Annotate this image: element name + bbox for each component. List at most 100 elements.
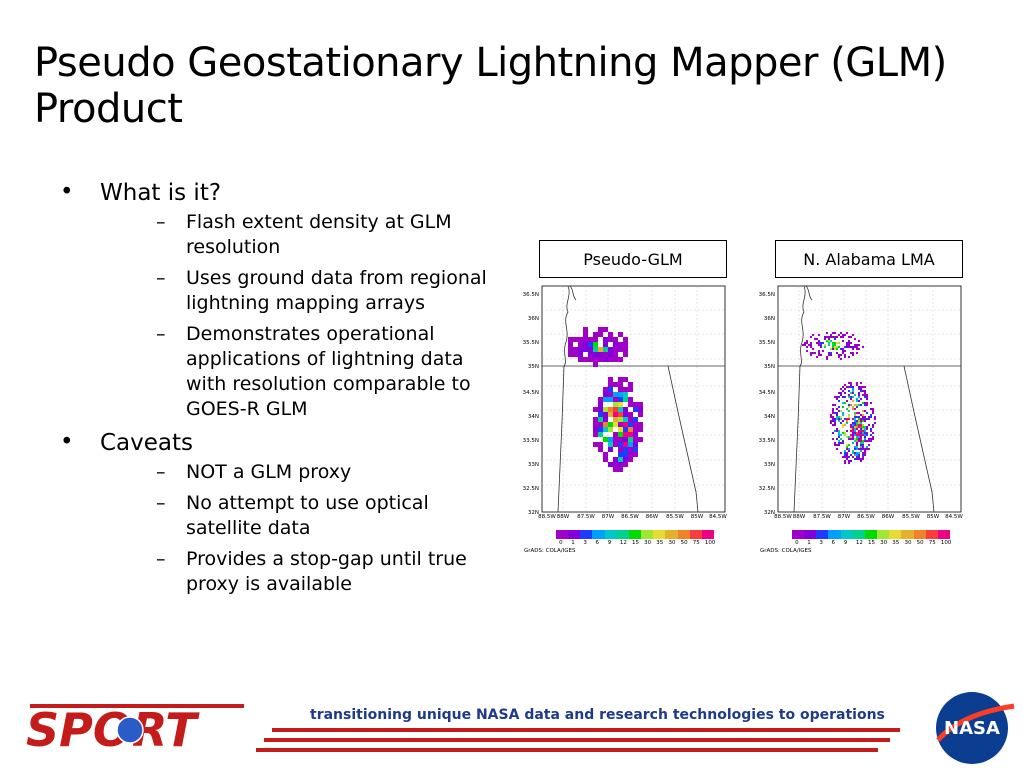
density-cell: [832, 420, 834, 422]
density-cell: [832, 412, 834, 414]
density-cell: [856, 458, 858, 460]
density-cell: [808, 344, 810, 346]
density-cell: [860, 438, 862, 440]
density-cell: [820, 342, 822, 344]
density-cell: [860, 418, 862, 420]
density-cell: [613, 337, 618, 342]
density-cell: [618, 467, 623, 472]
density-cell: [858, 400, 860, 402]
density-cell: [598, 402, 603, 407]
lon-tick-label: 85W: [691, 514, 704, 520]
density-cell: [836, 348, 838, 350]
density-cell: [618, 377, 623, 382]
density-cell: [578, 342, 583, 347]
density-cell: [846, 436, 848, 438]
density-cell: [862, 458, 864, 460]
density-cell: [868, 448, 870, 450]
density-cell: [826, 332, 828, 334]
colorbar-label: 100: [940, 540, 952, 546]
density-cell: [862, 442, 864, 444]
density-cell: [608, 437, 613, 442]
density-cell: [812, 352, 814, 354]
density-cell: [806, 346, 808, 348]
colorbar-label: 35: [656, 540, 664, 546]
density-cell: [836, 412, 838, 414]
density-cell: [618, 407, 623, 412]
sub-bullet: – Provides a stop-gap until true proxy is…: [100, 547, 500, 597]
density-cell: [840, 452, 842, 454]
density-cell: [618, 442, 623, 447]
density-cell: [844, 462, 846, 464]
density-cell: [848, 336, 850, 338]
density-cell: [852, 452, 854, 454]
density-cell: [854, 440, 856, 442]
density-cell: [872, 436, 874, 438]
density-cell: [848, 460, 850, 462]
density-cell: [628, 447, 633, 452]
density-cell: [854, 412, 856, 414]
bullet-dot-icon: •: [60, 179, 74, 205]
density-cell: [818, 340, 820, 342]
colorbar-swatch: [840, 530, 853, 539]
density-cell: [864, 440, 866, 442]
density-cell: [613, 407, 618, 412]
density-cell: [858, 426, 860, 428]
density-cell: [593, 407, 598, 412]
density-cell: [608, 377, 613, 382]
density-cell: [852, 450, 854, 452]
colorbar-label: 50: [680, 540, 688, 546]
density-cell: [862, 444, 864, 446]
density-cell: [864, 402, 866, 404]
density-cell: [844, 418, 846, 420]
density-cell: [856, 406, 858, 408]
density-cell: [834, 348, 836, 350]
density-cell: [603, 427, 608, 432]
density-cell: [638, 437, 643, 442]
density-cell: [842, 336, 844, 338]
density-cell: [598, 327, 603, 332]
colorbar-swatch: [937, 530, 951, 539]
lat-tick-label: 33.5N: [523, 438, 539, 444]
density-cell: [862, 430, 864, 432]
density-cell: [844, 388, 846, 390]
colorbar-label: 12: [619, 540, 627, 546]
lat-tick-label: 35.5N: [523, 340, 539, 346]
density-cell: [603, 337, 608, 342]
density-cell: [848, 386, 850, 388]
density-cell: [846, 342, 848, 344]
density-cell: [618, 332, 623, 337]
density-cell: [613, 357, 618, 362]
density-cell: [858, 424, 860, 426]
state-border-ms-al: [793, 285, 806, 513]
density-cell: [864, 448, 866, 450]
density-cell: [832, 438, 834, 440]
density-cell: [870, 402, 872, 404]
density-cell: [633, 417, 638, 422]
density-cell: [844, 460, 846, 462]
density-cell: [593, 417, 598, 422]
colorbar-label: 1: [807, 540, 811, 546]
density-cell: [864, 394, 866, 396]
density-cell: [852, 438, 854, 440]
density-cell: [608, 407, 613, 412]
density-cell: [844, 354, 846, 356]
density-cell: [864, 452, 866, 454]
density-cell: [854, 458, 856, 460]
lon-tick-label: 86W: [646, 514, 659, 520]
density-cell: [854, 454, 856, 456]
colorbar-label: 6: [595, 540, 600, 546]
density-cell: [864, 426, 866, 428]
density-cell: [623, 412, 628, 417]
density-cell: [852, 406, 854, 408]
density-cell: [846, 408, 848, 410]
bullet-dot-icon: •: [60, 429, 74, 455]
density-cell: [603, 357, 608, 362]
density-cell: [852, 422, 854, 424]
density-cell: [613, 417, 618, 422]
density-cell: [578, 357, 583, 362]
panel-label-lma: N. Alabama LMA: [775, 240, 963, 278]
density-cell: [824, 346, 826, 348]
density-cell: [850, 384, 852, 386]
density-cell: [858, 430, 860, 432]
density-cell: [618, 422, 623, 427]
